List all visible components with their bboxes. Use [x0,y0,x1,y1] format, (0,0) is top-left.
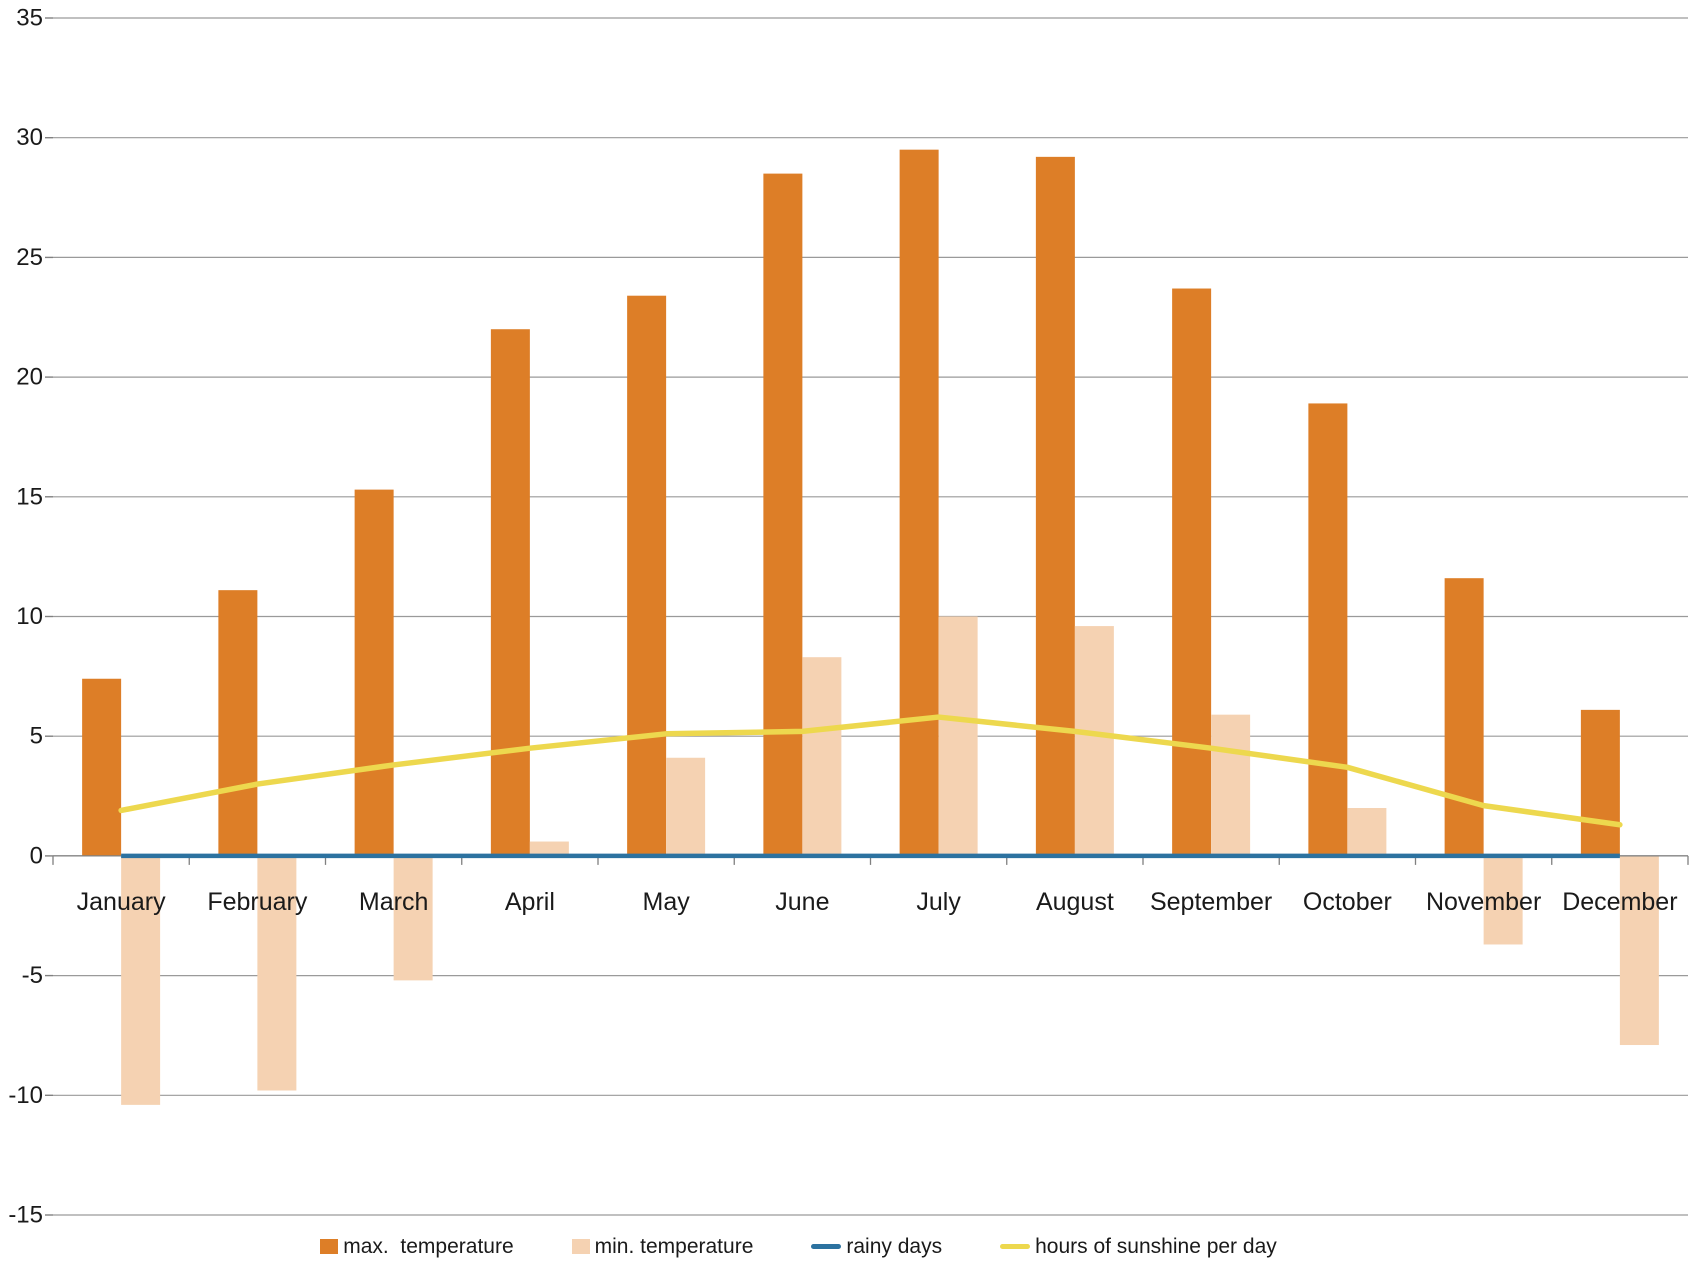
y-axis-label: -15 [8,1202,43,1229]
min-temperature-bar [666,757,706,856]
y-axis-label: 20 [16,364,43,391]
min-temperature-bar [393,855,433,981]
y-axis-label: 35 [16,5,43,32]
max-temperature-bar [899,149,939,856]
chart-legend: max. temperature min. temperature rainy da… [0,1236,1652,1257]
x-axis-label: March [359,888,428,916]
legend-item: rainy days [811,1236,942,1257]
legend-bar-swatch [571,1239,590,1254]
min-temperature-bar [1483,855,1523,945]
max-temperature-bar [82,678,122,856]
max-temperature-bar [627,295,667,856]
chart-plot-area: 35 30 25 20 15 10 5 0 -5 -10 -15 January February Mar… [8,5,1689,1229]
x-axis-label: May [643,888,691,916]
max-temperature-bar [1580,709,1620,856]
min-temperature-bar [802,657,842,856]
legend-label: min. temperature [594,1235,754,1258]
min-temperature-bar [529,841,569,856]
legend-bar-swatch [320,1239,339,1254]
legend-item: hours of sunshine per day [1000,1236,1277,1257]
min-temperature-bar [1347,808,1387,856]
min-temperature-bar [121,855,161,1105]
y-axis-label: 15 [16,483,43,510]
min-temperature-bar [1211,714,1251,856]
x-axis-label: February [207,888,308,916]
x-axis-label: June [775,888,829,916]
legend-line-swatch [1000,1244,1031,1249]
min-temperature-bar [1619,855,1659,1046]
legend-line-swatch [811,1244,842,1249]
x-axis-label: July [916,888,961,916]
max-temperature-bar [1035,156,1075,856]
x-axis-label: April [505,888,555,916]
max-temperature-bar [218,590,258,856]
x-axis-label: August [1036,888,1114,916]
x-axis-label: January [77,888,166,916]
x-axis-label: December [1562,888,1677,916]
legend-label: rainy days [846,1235,943,1258]
max-temperature-bar [1444,578,1484,856]
y-axis-label: 10 [16,603,43,630]
y-axis-label: 30 [16,124,43,151]
x-axis-label: October [1303,888,1392,916]
legend-item: min. temperature [571,1235,754,1258]
min-temperature-bar [1074,626,1114,856]
y-axis-label: -10 [8,1082,43,1109]
y-axis-label: 0 [30,842,43,869]
x-axis-label: September [1150,888,1272,916]
y-axis-label: 5 [30,723,43,750]
max-temperature-bar [490,329,530,856]
min-temperature-bar [938,616,978,856]
max-temperature-bar [1172,288,1212,856]
max-temperature-bar [354,489,394,856]
legend-item: max. temperature [320,1235,514,1258]
sunshine-line [118,714,1623,828]
y-axis-label: -5 [22,962,43,989]
y-axis-label: 25 [16,244,43,271]
max-temperature-bar [763,173,803,856]
max-temperature-bar [1308,403,1348,856]
legend-label: max. temperature [343,1235,514,1258]
x-axis-label: November [1426,888,1541,916]
min-temperature-bar [257,855,297,1091]
legend-label: hours of sunshine per day [1035,1235,1277,1258]
